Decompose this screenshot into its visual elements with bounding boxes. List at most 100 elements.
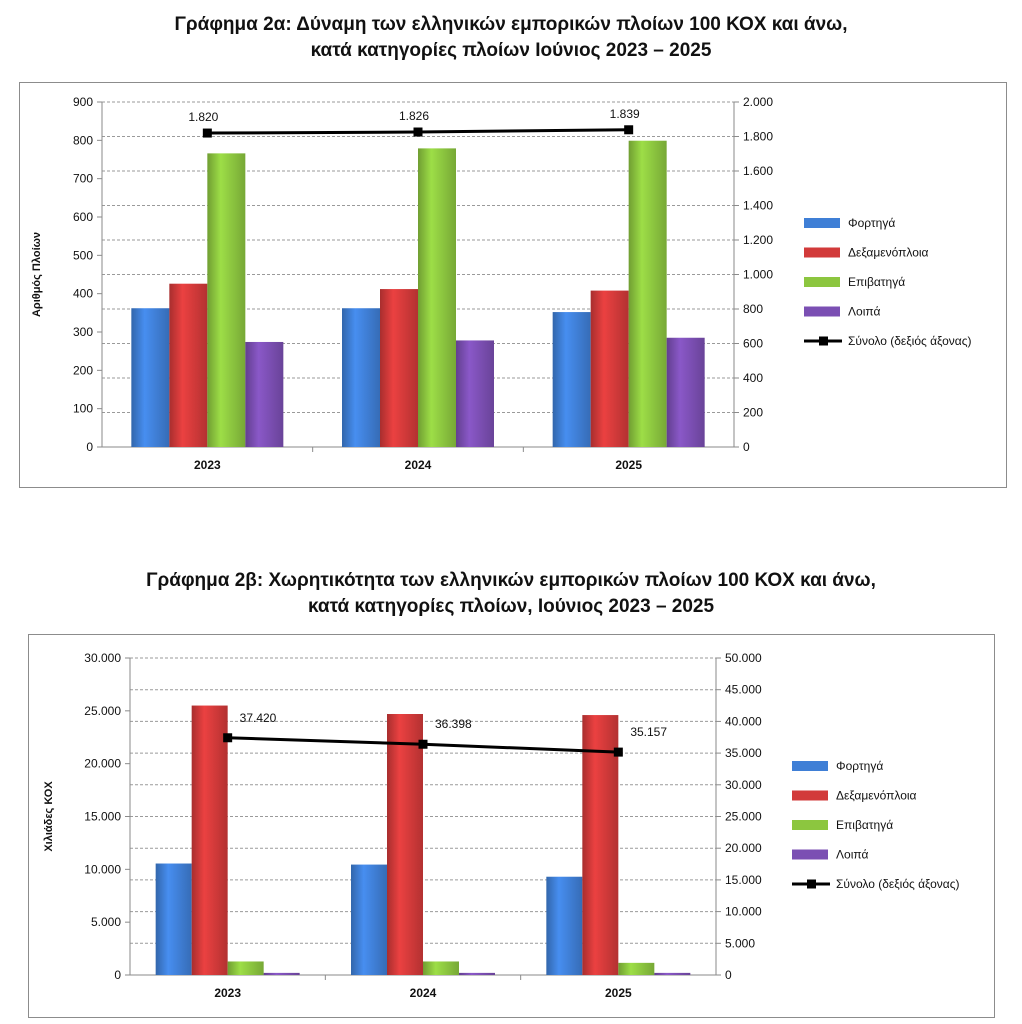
chart-2-total-data-label: 37.420: [240, 711, 277, 725]
chart-2-legend-label-4: Λοιπά: [836, 848, 868, 862]
chart-1-title-line-2: κατά κατηγορίες πλοίων Ιούνιος 2023 – 20…: [310, 40, 712, 61]
chart-1-total-data-label: 1.839: [610, 107, 640, 121]
chart-1-bar-1: [342, 308, 380, 447]
chart-2-legend-swatch-3: [792, 820, 828, 830]
chart-1-legend-swatch-4: [804, 306, 840, 317]
chart-1-bar-3: [418, 148, 456, 447]
chart-2-legend-swatch-1: [792, 761, 828, 771]
chart-1-y2-tick-label: 800: [743, 302, 763, 316]
chart-2-bar-1: [546, 876, 583, 975]
chart-1-bar-4: [666, 337, 705, 447]
chart-2-total-data-label: 36.398: [435, 717, 472, 731]
chart-2-y-tick-label: 0: [114, 968, 121, 982]
chart-1-y-tick-label: 300: [73, 325, 93, 339]
chart-1-bar-3: [207, 153, 246, 447]
chart-2-y-tick-label: 10.000: [84, 862, 121, 876]
chart-2-total-marker: [418, 739, 428, 749]
chart-2-bar-2: [191, 705, 228, 975]
chart-1-y2-tick-label: 1.800: [743, 130, 773, 144]
chart-2-bar-2: [387, 714, 423, 975]
chart-1-y2-tick-label: 1.000: [743, 268, 773, 282]
chart-1-y-tick-label: 600: [73, 210, 93, 224]
chart-2-total-marker: [223, 733, 233, 743]
chart-1-y-tick-label: 100: [73, 402, 93, 416]
chart-2-title-line-1: Γράφημα 2β: Χωρητικότητα των ελληνικών ε…: [146, 570, 876, 591]
chart-2-y-tick-label: 25.000: [84, 704, 121, 718]
chart-2-legend-label-5: Σύνολο (δεξιός άξονας): [836, 877, 960, 891]
chart-1-y-tick-label: 900: [73, 95, 93, 109]
chart-1-y2-tick-label: 200: [743, 406, 763, 420]
chart-1-legend-swatch-1: [804, 218, 840, 228]
chart-2-bar-3: [227, 961, 264, 975]
chart-1-y-tick-label: 800: [73, 133, 93, 147]
chart-1-y2-tick-label: 600: [743, 337, 763, 351]
chart-1-y2-tick-label: 1.400: [743, 199, 773, 213]
chart-1-y-tick-label: 400: [73, 287, 93, 301]
chart-2-total-data-label: 35.157: [630, 725, 667, 739]
chart-2-y2-tick-label: 50.000: [725, 651, 762, 665]
chart-2-y2-tick-label: 35.000: [725, 746, 762, 760]
chart-1-title: Γράφημα 2α: Δύναμη των ελληνικών εμπορικ…: [0, 12, 1022, 64]
chart-1-legend-label-5: Σύνολο (δεξιός άξονας): [848, 334, 972, 348]
chart-2-x-tick-label: 2025: [605, 986, 632, 1000]
chart-1-bar-4: [456, 340, 494, 447]
chart-2-legend-marker: [807, 879, 816, 889]
chart-1-bar-1: [131, 308, 170, 447]
chart-1-bar-2: [590, 290, 629, 447]
chart-2-bar-4: [459, 972, 495, 975]
chart-2-y2-tick-label: 30.000: [725, 778, 762, 792]
chart-1-total-marker: [624, 125, 634, 135]
chart-1-total-data-label: 1.820: [188, 110, 218, 124]
chart-2-legend-label-3: Επιβατηγά: [836, 818, 893, 832]
chart-1-legend-label-1: Φορτηγά: [848, 216, 895, 230]
chart-2-y2-tick-label: 20.000: [725, 841, 762, 855]
chart-2-title-line-2: κατά κατηγορίες πλοίων, Ιούνιος 2023 – 2…: [307, 596, 715, 617]
chart-1-bar-2: [169, 283, 208, 447]
chart-2-y-tick-label: 20.000: [84, 757, 121, 771]
chart-2-legend-swatch-2: [792, 790, 828, 801]
chart-1-title-line-1: Γράφημα 2α: Δύναμη των ελληνικών εμπορικ…: [174, 14, 848, 35]
chart-1-y2-tick-label: 0: [743, 440, 750, 454]
chart-2-bar-4: [263, 972, 300, 975]
chart-2-x-tick-label: 2023: [214, 986, 241, 1000]
chart-2-bar-3: [618, 962, 655, 975]
chart-2-x-tick-label: 2024: [410, 986, 437, 1000]
chart-2-legend-swatch-4: [792, 849, 828, 860]
chart-1-total-data-label: 1.826: [399, 109, 429, 123]
chart-2-y-axis-title: Χιλιάδες ΚΟΧ: [43, 781, 55, 852]
chart-1-y-tick-label: 0: [86, 440, 93, 454]
chart-2-y2-tick-label: 25.000: [725, 810, 762, 824]
chart-2-legend-label-1: Φορτηγά: [836, 759, 883, 773]
chart-2-bar-4: [654, 972, 691, 975]
chart-1-x-tick-label: 2024: [405, 458, 432, 472]
chart-1-legend-swatch-2: [804, 247, 840, 258]
chart-1-legend-label-4: Λοιπά: [848, 305, 880, 319]
chart-2-title: Γράφημα 2β: Χωρητικότητα των ελληνικών ε…: [0, 568, 1022, 620]
chart-2-y-tick-label: 30.000: [84, 651, 121, 665]
chart-2-bar-2: [582, 715, 619, 975]
chart-2-y2-tick-label: 40.000: [725, 714, 762, 728]
chart-2-y-tick-label: 15.000: [84, 810, 121, 824]
chart-1-bar-1: [552, 312, 591, 447]
chart-1-y-axis-title: Αριθμός Πλοίων: [31, 232, 43, 317]
chart-2-y-tick-label: 5.000: [91, 915, 121, 929]
chart-2-total-marker: [613, 747, 623, 757]
chart-1-y-tick-label: 500: [73, 248, 93, 262]
chart-2-bar-3: [423, 961, 459, 975]
chart-2-y2-tick-label: 10.000: [725, 905, 762, 919]
chart-1-y2-tick-label: 1.200: [743, 233, 773, 247]
chart-1-x-tick-label: 2023: [194, 458, 221, 472]
chart-2-bar-1: [351, 864, 387, 975]
chart-2-legend-label-2: Δεξαμενόπλοια: [836, 789, 917, 803]
chart-1-legend-swatch-3: [804, 277, 840, 287]
chart-1-legend-label-2: Δεξαμενόπλοια: [848, 246, 929, 260]
chart-2-y2-tick-label: 45.000: [725, 683, 762, 697]
chart-1-y2-tick-label: 1.600: [743, 164, 773, 178]
chart-1-total-marker: [413, 127, 423, 137]
chart-2-y2-tick-label: 15.000: [725, 873, 762, 887]
chart-2-bar-1: [155, 863, 192, 975]
chart-1-y2-tick-label: 400: [743, 371, 763, 385]
chart-1-bar-2: [380, 289, 418, 447]
chart-2-y2-tick-label: 5.000: [725, 936, 755, 950]
